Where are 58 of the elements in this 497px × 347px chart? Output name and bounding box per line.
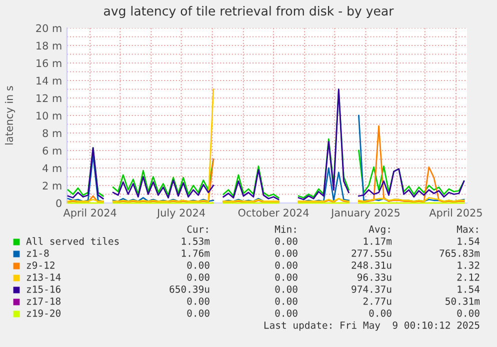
text: Min:: [274, 225, 296, 233]
x-tick-label: October 2024: [238, 208, 309, 217]
text: 0.00: [187, 261, 210, 269]
legend-label: z1-8: [26, 249, 49, 257]
y-tick-label: 10 m: [36, 112, 62, 120]
y-tick-label: 20 m: [36, 24, 62, 32]
text: Max:: [456, 226, 478, 233]
text: 0.00: [369, 309, 392, 317]
y-tick-label: 18 m: [36, 42, 62, 50]
text: 248.31u: [352, 261, 392, 269]
y-tick-label: 16 m: [36, 59, 62, 68]
y-tick-label: 12 m: [36, 94, 62, 102]
text: 50.31m: [446, 297, 480, 305]
text: 0.00: [187, 273, 210, 281]
text: 1.54: [458, 238, 480, 245]
text: 765.83m: [440, 249, 480, 257]
text: 0.00: [275, 309, 298, 317]
text: 2.12: [457, 273, 480, 281]
text: 1.32: [458, 261, 480, 269]
text: 1.53m: [182, 237, 210, 245]
text: 0.00: [275, 297, 298, 305]
text: Avg:: [368, 226, 390, 235]
legend-label: z15-16: [26, 285, 60, 293]
y-axis-title: latency in s: [4, 86, 16, 144]
legend-label: z13-14: [26, 273, 61, 281]
text: 650.39u: [170, 285, 210, 293]
x-tick-label: April 2025: [429, 208, 482, 219]
text: 0.00: [275, 237, 298, 245]
y-tick-label: 6 m: [42, 146, 62, 155]
legend-label: z19-20: [26, 309, 60, 317]
chart-title: avg latency of tile retrieval from disk - by year: [104, 6, 394, 18]
y-tick-label: 0: [56, 199, 62, 208]
text: 2.77u: [363, 297, 392, 305]
text: Cur:: [187, 225, 208, 233]
text: 277.55u: [352, 249, 392, 257]
text: 0.00: [275, 273, 298, 281]
y-tick-label: 14 m: [36, 76, 62, 84]
legend-label: z17-18: [26, 297, 60, 305]
legend-label: z9-12: [26, 261, 54, 269]
y-tick-label: 2 m: [42, 182, 62, 190]
text: 1.76m: [182, 249, 210, 257]
y-tick-label: 4 m: [42, 164, 62, 172]
text: Last update: Fri May 9 00:10:12 2025: [264, 321, 480, 331]
x-tick-label: July 2024: [156, 208, 205, 219]
text: 974.37u: [352, 285, 392, 293]
text: 0.00: [187, 309, 210, 317]
x-tick-label: April 2024: [63, 208, 116, 219]
text: 0.00: [275, 249, 298, 257]
text: 0.00: [187, 297, 210, 305]
text: 1.54: [458, 286, 480, 293]
x-tick-label: January 2025: [330, 208, 400, 219]
text: 1.17m: [364, 238, 392, 245]
y-tick-label: 8 m: [42, 129, 62, 138]
text: 0.00: [275, 261, 298, 269]
text: 0.00: [457, 309, 480, 317]
text: 0.00: [275, 285, 298, 293]
legend-label: All served tiles: [26, 237, 119, 245]
text: 96.33u: [357, 273, 392, 281]
